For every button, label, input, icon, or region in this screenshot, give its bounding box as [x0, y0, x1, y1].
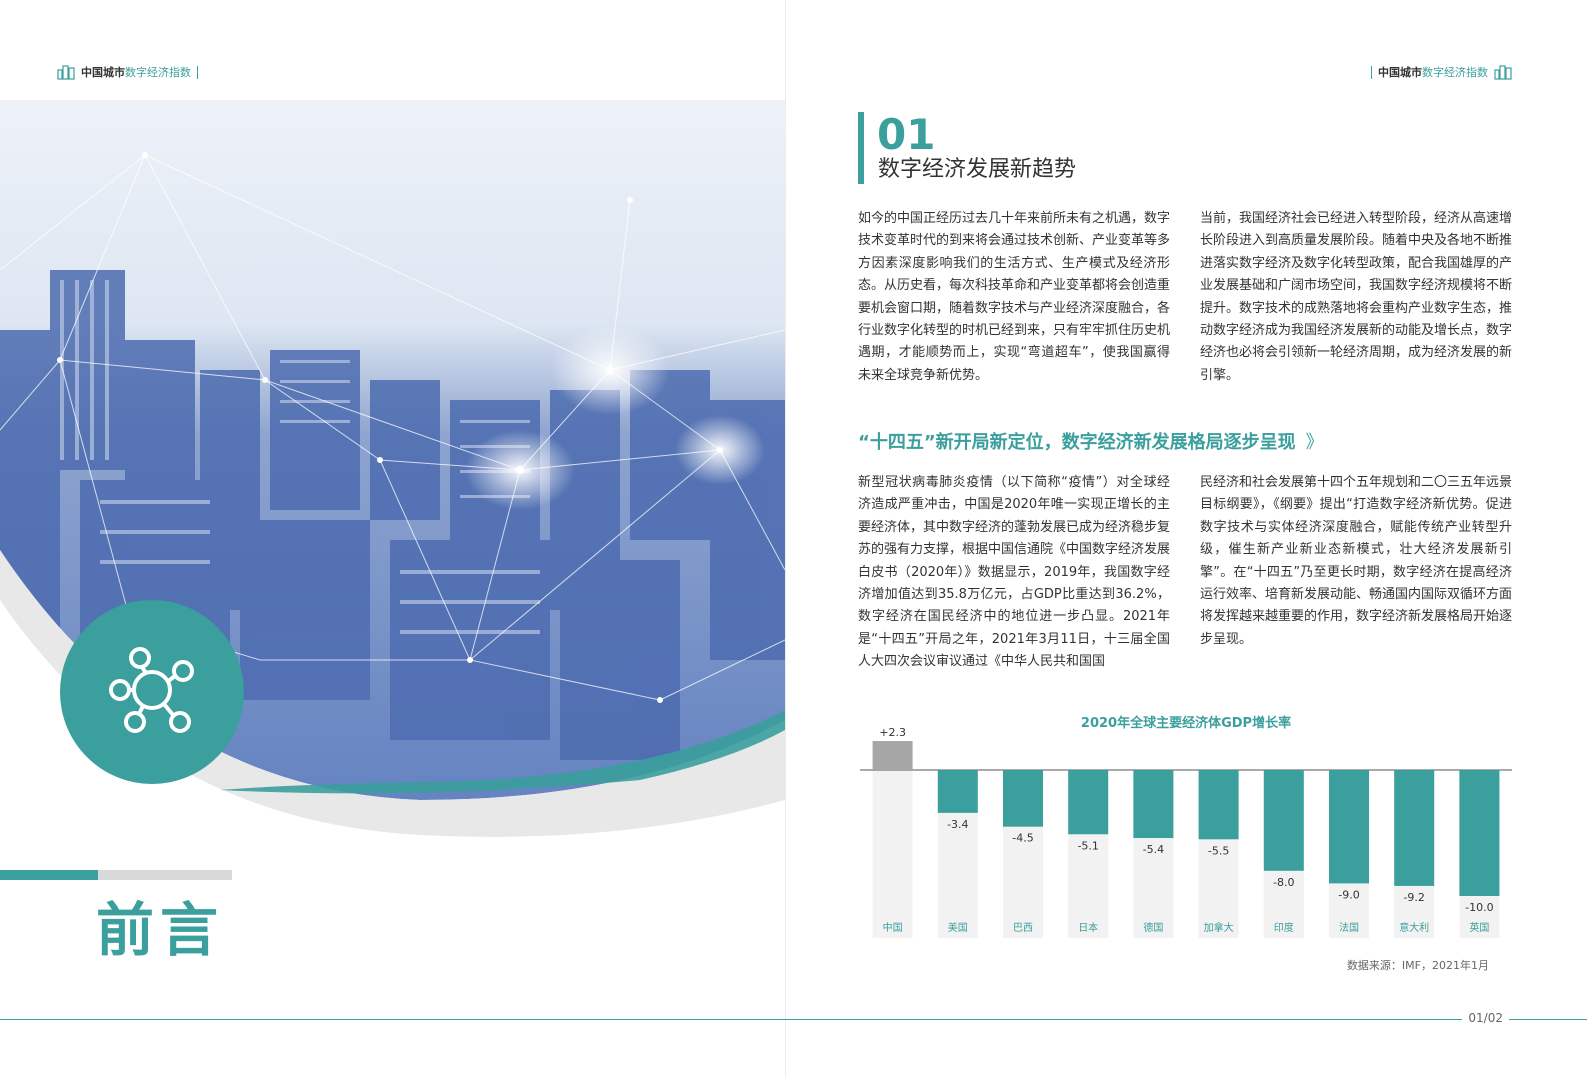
teal-swoosh [220, 710, 785, 794]
subheading: “十四五”新开局新定位，数字经济新发展格局逐步呈现》 [858, 430, 1324, 456]
data-label: +2.3 [879, 726, 906, 739]
section-accent-bar [858, 112, 864, 184]
header-right-title-b: 数字经济指数 [1422, 66, 1488, 79]
category-label: 印度 [1274, 921, 1294, 934]
data-label: -8.0 [1273, 876, 1294, 889]
network-icon-badge [60, 600, 244, 784]
category-label: 德国 [1143, 921, 1163, 934]
data-label: -3.4 [947, 818, 968, 831]
double-chevron-icon: 》 [1305, 432, 1324, 453]
bar-巴西 [1003, 770, 1043, 827]
building-logo-icon [1494, 65, 1512, 80]
preface-bar-fill [0, 870, 98, 880]
bar-印度 [1263, 770, 1304, 871]
paragraph-body-right: 民经济和社会发展第十四个五年规划和二〇三五年远景目标纲要》，《纲要》提出“打造数… [1200, 475, 1513, 647]
network-node-icon [109, 647, 194, 733]
bar-德国 [1133, 770, 1174, 839]
category-label: 英国 [1469, 921, 1489, 934]
paragraph-intro-left: 如今的中国正经历过去几十年来前所未有之机遇，数字技术变革时代的到来将会通过技术创… [858, 211, 1171, 383]
data-label: -9.0 [1338, 888, 1359, 901]
preface-title: 前言 [96, 896, 225, 964]
building-logo-icon [57, 65, 75, 80]
chart-title: 2020年全球主要经济体GDP增长率 [1080, 716, 1292, 731]
section-number: 01 [877, 110, 936, 159]
preface-bar [0, 870, 232, 880]
footer-line [0, 1019, 1587, 1020]
page-number: 01/02 [1462, 1011, 1509, 1025]
category-label: 中国 [883, 921, 903, 934]
bar-法国 [1329, 770, 1369, 884]
category-label: 巴西 [1013, 922, 1033, 934]
header-left-title-a: 中国城市 [81, 66, 125, 79]
data-source: 数据来源：IMF，2021年1月 [1346, 959, 1489, 972]
data-label: -10.0 [1465, 901, 1493, 914]
gdp-growth-bar-chart: +2.3 中国 -3.4 美国 -4.5 巴西 -5.1 日本 -5.4 德国 -5.5 加拿大 -8.… [860, 726, 1512, 938]
page-spine [785, 0, 786, 1077]
bar-日本 [1068, 770, 1109, 835]
data-label: -5.1 [1077, 839, 1098, 852]
header-divider [1371, 65, 1372, 79]
left-page: 中国城市 数字经济指数 前言 [0, 0, 785, 1077]
bar-加拿大 [1198, 770, 1239, 840]
header-divider [197, 65, 198, 79]
subheading-text: “十四五”新开局新定位，数字经济新发展格局逐步呈现 [858, 432, 1296, 453]
bar-美国 [937, 770, 978, 813]
section-title: 数字经济发展新趋势 [878, 157, 1077, 182]
bar-中国 [872, 741, 913, 770]
bar-意大利 [1394, 770, 1435, 886]
category-label: 法国 [1339, 921, 1359, 934]
category-label: 日本 [1078, 921, 1098, 934]
paragraph-intro-right: 当前，我国经济社会已经进入转型阶段，经济从高速增长阶段进入到高质量发展阶段。随着… [1200, 211, 1513, 383]
bar-英国 [1459, 770, 1500, 896]
header-right: 中国城市 数字经济指数 [1371, 64, 1512, 80]
paragraph-body-left: 新型冠状病毒肺炎疫情（以下简称“疫情”）对全球经济造成严重冲击，中国是2020年… [858, 475, 1171, 670]
category-label: 意大利 [1399, 921, 1429, 934]
header-left: 中国城市 数字经济指数 [57, 64, 198, 80]
data-label: -4.5 [1012, 832, 1033, 845]
header-right-title-a: 中国城市 [1378, 66, 1422, 79]
data-label: -9.2 [1403, 891, 1424, 904]
header-left-title-b: 数字经济指数 [125, 66, 191, 79]
data-label: -5.4 [1143, 843, 1164, 856]
data-label: -5.5 [1208, 844, 1229, 857]
category-label: 加拿大 [1204, 921, 1234, 934]
bar-backdrop [872, 770, 913, 938]
category-label: 美国 [948, 921, 968, 934]
